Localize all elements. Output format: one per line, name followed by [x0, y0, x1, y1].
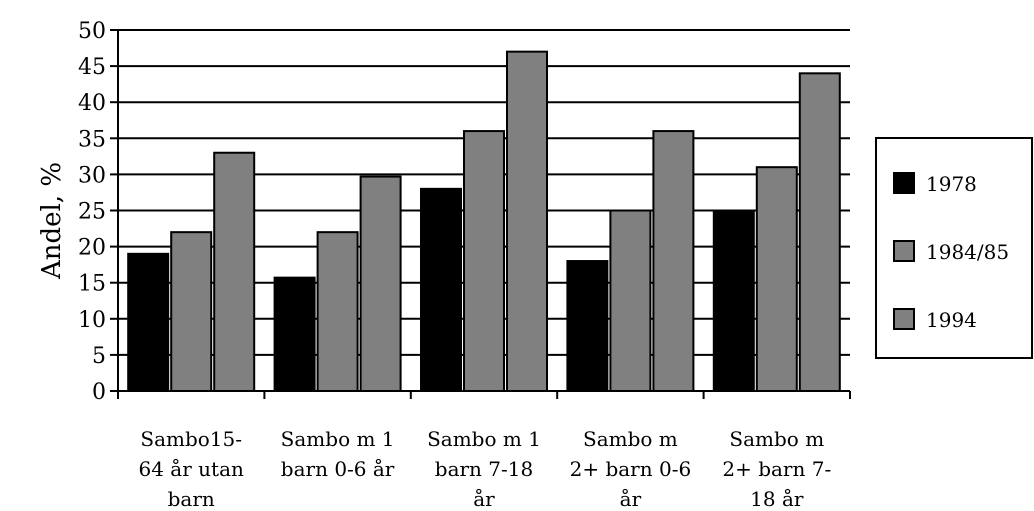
x-category-label: Sambo15-64 år utan barn [139, 427, 244, 511]
y-tick-label: 40 [78, 91, 106, 116]
y-tick-label: 0 [92, 380, 106, 405]
bar [506, 50, 548, 392]
legend-label: 1984/85 [926, 240, 1009, 264]
bar [316, 231, 359, 392]
bar [170, 231, 213, 392]
y-axis-label: Andel, % [37, 162, 67, 280]
bar [566, 260, 609, 393]
y-tick-label: 15 [78, 272, 106, 297]
legend-swatch [893, 240, 915, 262]
legend-label: 1978 [926, 172, 977, 196]
bar [420, 187, 462, 392]
bar [609, 209, 652, 392]
x-category-label: Sambo m 1 barn 0-6 år [281, 427, 395, 481]
y-tick-label: 30 [78, 163, 106, 188]
bar [712, 209, 755, 392]
bar [273, 276, 316, 392]
legend: 1978 1984/85 1994 [875, 137, 1033, 359]
x-category-label: Sambo m 1 barn 7-18 år [427, 427, 541, 511]
y-tick-label: 10 [78, 308, 106, 333]
y-tick-label: 20 [78, 236, 106, 261]
y-tick-label: 35 [78, 127, 106, 152]
y-tick-label: 25 [78, 200, 106, 225]
x-category-label: Sambo m 2+ barn 7-18 år [722, 427, 831, 511]
y-tick-label: 50 [78, 19, 106, 44]
x-category-label: Sambo m 2+ barn 0-6 år [570, 427, 692, 511]
legend-swatch [893, 308, 915, 330]
y-tick-label: 5 [92, 344, 106, 369]
bar [755, 166, 798, 392]
legend-label: 1994 [926, 308, 977, 332]
y-tick-labels: 0 5 10 15 20 25 30 35 40 45 50 [78, 19, 106, 405]
bar [127, 252, 170, 392]
x-category-labels: Sambo15-64 år utan barn Sambo m 1 barn 0-6 … [139, 427, 832, 511]
bar [213, 151, 256, 392]
bar [463, 130, 505, 393]
y-tick-label: 45 [78, 55, 106, 80]
legend-swatch [893, 172, 915, 194]
bar [359, 175, 402, 392]
axes [110, 29, 851, 399]
bar [798, 72, 841, 392]
bar [652, 130, 695, 393]
